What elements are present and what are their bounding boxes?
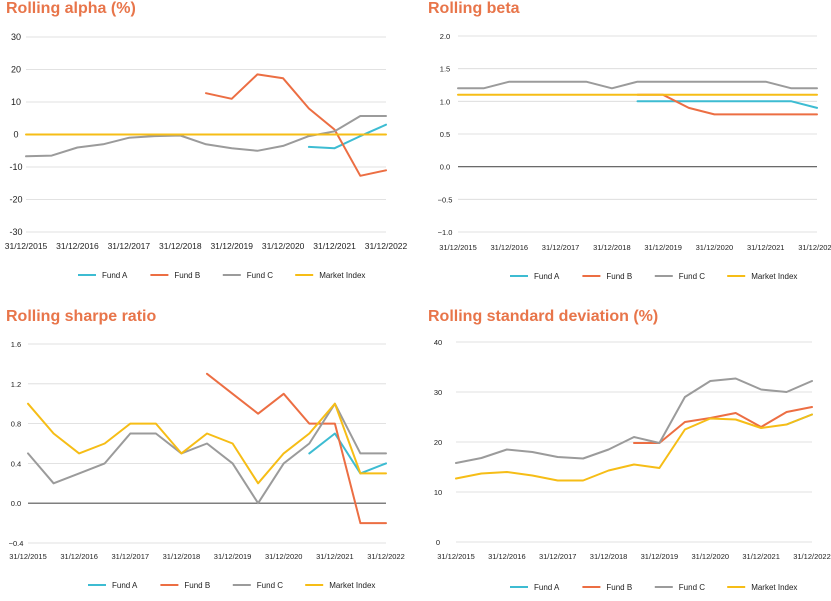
x-tick-label: 31/12/2022 bbox=[798, 243, 831, 252]
legend-label-fund-c: Fund C bbox=[247, 271, 273, 280]
legend-label-fund-a: Fund A bbox=[112, 581, 138, 590]
panel-rolling-beta: Rolling beta −1.0 −0.5 0.0 0.5 1.0 1.5 2.0 31/1… bbox=[428, 0, 831, 295]
series-line-fund-a bbox=[636, 100, 818, 109]
y-tick-label: −1.0 bbox=[438, 228, 453, 237]
x-tick-label: 31/12/2018 bbox=[163, 552, 201, 561]
chart-title-rolling-beta: Rolling beta bbox=[428, 0, 520, 17]
series-line-fund-a bbox=[307, 123, 387, 150]
series-line-fund-b bbox=[205, 73, 387, 177]
x-tick-label: 31/12/2017 bbox=[112, 552, 150, 561]
x-tick-label: 31/12/2018 bbox=[159, 241, 202, 251]
x-tick-label: 31/12/2016 bbox=[60, 552, 98, 561]
x-tick-label: 31/12/2020 bbox=[262, 241, 305, 251]
legend-label-market-index: Market Index bbox=[751, 272, 797, 281]
legend-label-fund-c: Fund C bbox=[257, 581, 283, 590]
y-tick-label: 0.0 bbox=[440, 163, 450, 172]
x-tick-label: 31/12/2022 bbox=[365, 241, 408, 251]
y-tick-label: 0 bbox=[436, 538, 440, 547]
y-tick-label: 1.6 bbox=[11, 340, 21, 349]
x-tick-label: 31/12/2020 bbox=[696, 243, 734, 252]
x-tick-label: 31/12/2017 bbox=[542, 243, 580, 252]
legend-label-fund-b: Fund B bbox=[606, 583, 632, 592]
legend-label-fund-b: Fund B bbox=[174, 271, 200, 280]
y-tick-label: 1.0 bbox=[440, 97, 450, 106]
series-line-fund-b bbox=[206, 372, 387, 525]
y-tick-label: 20 bbox=[434, 438, 442, 447]
rolling-sharpe-chart: −0.4 0.0 0.4 0.8 1.2 1.6 31/12/2015 31/12/2016 3… bbox=[9, 340, 405, 590]
x-tick-label: 31/12/2015 bbox=[439, 243, 477, 252]
x-tick-label: 31/12/2021 bbox=[747, 243, 785, 252]
x-tick-label: 31/12/2015 bbox=[5, 241, 48, 251]
x-tick-label: 31/12/2019 bbox=[210, 241, 253, 251]
rolling-beta-chart: −1.0 −0.5 0.0 0.5 1.0 1.5 2.0 31/12/2015 31/12/2… bbox=[438, 32, 831, 281]
chart-title-rolling-stdev: Rolling standard deviation (%) bbox=[428, 308, 659, 325]
y-tick-label: 10 bbox=[434, 488, 442, 497]
y-tick-label: 30 bbox=[434, 388, 442, 397]
x-tick-label: 31/12/2021 bbox=[316, 552, 354, 561]
y-tick-label: 0.4 bbox=[11, 459, 21, 468]
series-line-market-index bbox=[27, 402, 387, 485]
legend-label-fund-c: Fund C bbox=[679, 272, 705, 281]
series-line-fund-c bbox=[455, 377, 813, 464]
y-tick-label: 0 bbox=[13, 130, 18, 140]
series-line-fund-a bbox=[308, 432, 387, 475]
series-line-fund-c bbox=[27, 402, 387, 505]
x-tick-label: 31/12/2019 bbox=[644, 243, 682, 252]
legend-label-market-index: Market Index bbox=[319, 271, 365, 280]
legend-label-fund-c: Fund C bbox=[679, 583, 705, 592]
legend-label-fund-b: Fund B bbox=[606, 272, 632, 281]
chart-title-rolling-alpha: Rolling alpha (%) bbox=[6, 0, 136, 17]
y-tick-label: 0.8 bbox=[11, 420, 21, 429]
x-tick-label: 31/12/2019 bbox=[214, 552, 252, 561]
legend-label-fund-a: Fund A bbox=[102, 271, 128, 280]
series-line-fund-b bbox=[636, 93, 818, 116]
legend-label-fund-a: Fund A bbox=[534, 272, 560, 281]
x-tick-label: 31/12/2015 bbox=[9, 552, 47, 561]
series-line-market-index bbox=[455, 413, 813, 482]
y-tick-label: −0.5 bbox=[438, 195, 453, 204]
panel-rolling-stdev: Rolling standard deviation (%) 0 10 20 30 40… bbox=[428, 308, 831, 601]
y-tick-label: -30 bbox=[9, 227, 22, 237]
y-tick-label: 10 bbox=[11, 97, 21, 107]
y-tick-label: 30 bbox=[11, 32, 21, 42]
x-tick-label: 31/12/2016 bbox=[488, 552, 526, 561]
panel-rolling-sharpe: Rolling sharpe ratio −0.4 0.0 0.4 0.8 1.2 1.6… bbox=[6, 308, 406, 601]
x-tick-label: 31/12/2020 bbox=[265, 552, 303, 561]
y-tick-label: 0.0 bbox=[11, 499, 21, 508]
x-tick-label: 31/12/2019 bbox=[641, 552, 679, 561]
x-tick-label: 31/12/2021 bbox=[742, 552, 780, 561]
x-tick-label: 31/12/2018 bbox=[590, 552, 628, 561]
chart-title-rolling-sharpe: Rolling sharpe ratio bbox=[6, 308, 157, 325]
y-tick-label: -20 bbox=[9, 195, 22, 205]
legend-label-market-index: Market Index bbox=[751, 583, 797, 592]
legend-label-fund-a: Fund A bbox=[534, 583, 560, 592]
x-tick-label: 31/12/2016 bbox=[491, 243, 529, 252]
rolling-alpha-chart: -30 -20 -10 0 10 20 30 31/12/2015 31/12/2016 31/1… bbox=[5, 32, 408, 280]
x-tick-label: 31/12/2021 bbox=[313, 241, 356, 251]
series-line-fund-c bbox=[457, 80, 818, 90]
legend-label-market-index: Market Index bbox=[329, 581, 375, 590]
series-line-fund-b bbox=[633, 406, 813, 444]
y-tick-label: −0.4 bbox=[9, 539, 24, 548]
y-tick-label: 1.2 bbox=[11, 380, 21, 389]
y-tick-label: 2.0 bbox=[440, 32, 450, 41]
y-tick-label: 1.5 bbox=[440, 65, 450, 74]
x-tick-label: 31/12/2017 bbox=[108, 241, 151, 251]
x-tick-label: 31/12/2015 bbox=[437, 552, 475, 561]
x-tick-label: 31/12/2016 bbox=[56, 241, 99, 251]
y-tick-label: -10 bbox=[9, 162, 22, 172]
legend-label-fund-b: Fund B bbox=[184, 581, 210, 590]
x-tick-label: 31/12/2017 bbox=[539, 552, 577, 561]
x-tick-label: 31/12/2018 bbox=[593, 243, 631, 252]
panel-rolling-alpha: Rolling alpha (%) -30 -20 -10 0 10 20 30 31/12/… bbox=[5, 0, 408, 295]
x-tick-label: 31/12/2022 bbox=[367, 552, 405, 561]
y-tick-label: 40 bbox=[434, 338, 442, 347]
y-tick-label: 20 bbox=[11, 65, 21, 75]
x-tick-label: 31/12/2020 bbox=[692, 552, 730, 561]
series-line-fund-c bbox=[25, 115, 387, 158]
y-tick-label: 0.5 bbox=[440, 130, 450, 139]
x-tick-label: 31/12/2022 bbox=[793, 552, 831, 561]
rolling-stdev-chart: 0 10 20 30 40 31/12/2015 31/12/2016 31/12/2017 3… bbox=[434, 338, 831, 592]
